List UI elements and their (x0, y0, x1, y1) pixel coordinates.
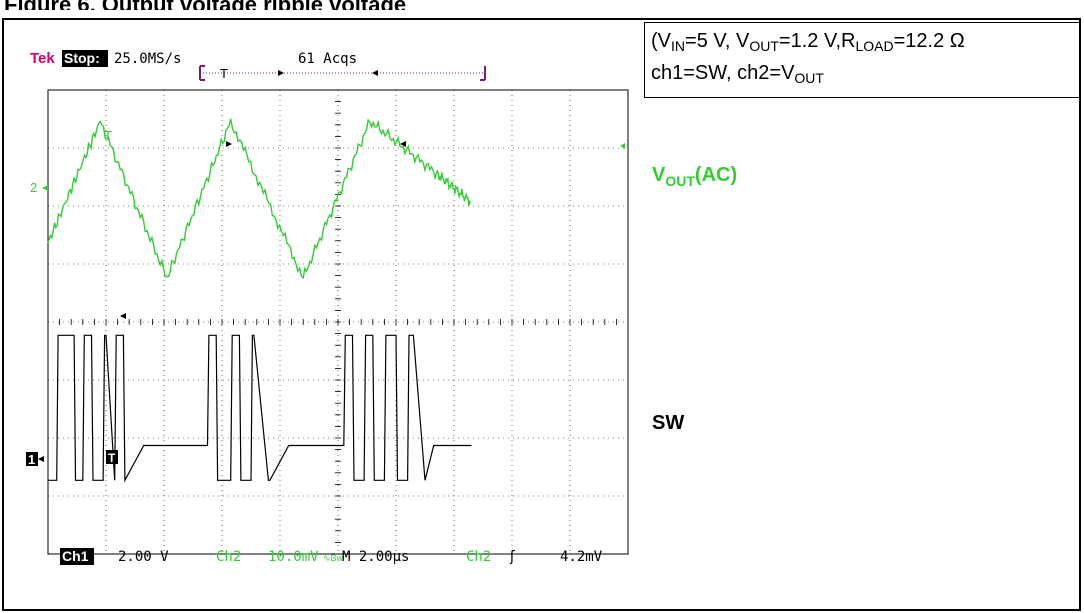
figure-frame (2, 18, 1081, 611)
stop-badge-bg (62, 50, 108, 67)
scope-svg: Tek Stop: 25.0MS/s 61 Acqs T T 2 1 (4, 20, 644, 580)
test-conditions-line1: (VIN=5 V, VOUT=1.2 V,RLOAD=12.2 Ω (651, 30, 965, 54)
record-window-bar: T (199, 65, 486, 81)
ch1-badge: Ch1 (62, 548, 89, 564)
vout-label: V (736, 30, 750, 52)
ch2-label: Ch2 (216, 549, 241, 565)
vout-value: =1.2 V, (778, 30, 842, 52)
vout-ac-main: V (652, 164, 666, 186)
ch2-level-arrow (620, 143, 625, 149)
test-conditions-box: (VIN=5 V, VOUT=1.2 V,RLOAD=12.2 Ω ch1=SW… (644, 22, 1080, 98)
ch1-ground-marker-bg (26, 452, 38, 466)
vout-ac-suffix: (AC) (694, 164, 738, 186)
vin-value: =5 V, (685, 30, 736, 52)
trace-trigger-marker-ch2: T (104, 128, 112, 143)
trace-ch2-vout (47, 118, 472, 280)
arrow-marker-3 (120, 313, 126, 319)
vout-ac-label: VOUT(AC) (652, 164, 738, 189)
ch1-badge-bg (60, 548, 94, 565)
ch1-scale: 2.00 V (118, 549, 169, 565)
record-trigger-marker: T (220, 66, 228, 81)
ch2-ground-marker: 2 (30, 180, 37, 195)
acquisition-count: 61 Acqs (298, 51, 357, 67)
stop-badge: Stop: (64, 50, 100, 66)
tek-logo: Tek (30, 50, 55, 67)
channel-map: ch1=SW, ch2=V (651, 62, 795, 84)
sw-trigger-badge-bg (106, 450, 118, 464)
sw-label: SW (652, 412, 685, 434)
figure-caption: Figure 6. Output voltage ripple voltage (4, 0, 406, 10)
vin-sub: IN (671, 38, 686, 54)
vout-ac-sub: OUT (665, 173, 695, 189)
timebase: M 2.00µs (342, 549, 409, 565)
trace-ch1-sw (48, 334, 472, 483)
scope-grid (47, 89, 629, 555)
ch2-coupling: ∿Bw (323, 553, 344, 563)
rload-sub: LOAD (855, 38, 894, 54)
oscilloscope-screen: Tek Stop: 25.0MS/s 61 Acqs T T 2 1 (4, 20, 644, 580)
test-conditions-line2: ch1=SW, ch2=VOUT (651, 57, 1073, 89)
arrow-marker-2 (400, 141, 406, 147)
channel-map-sub: OUT (794, 70, 824, 86)
ch2-ground-arrow (42, 185, 48, 191)
trigger-source: Ch2 (466, 549, 491, 565)
vin-label: V (657, 30, 672, 52)
ch1-ground-arrow (38, 456, 44, 462)
vout-sub: OUT (749, 38, 779, 54)
sample-rate: 25.0MS/s (114, 51, 181, 67)
trigger-level: 4.2mV (560, 549, 603, 565)
rload-label: R (841, 30, 856, 52)
ch2-scale: 10.0mV (268, 549, 319, 565)
arrow-marker-1 (226, 141, 232, 147)
rload-value: =12.2 Ω (893, 30, 965, 52)
ch1-ground-marker: 1 (28, 452, 35, 467)
sw-trigger-badge: T (108, 451, 116, 465)
trigger-slope-icon: ʃ (509, 549, 515, 565)
